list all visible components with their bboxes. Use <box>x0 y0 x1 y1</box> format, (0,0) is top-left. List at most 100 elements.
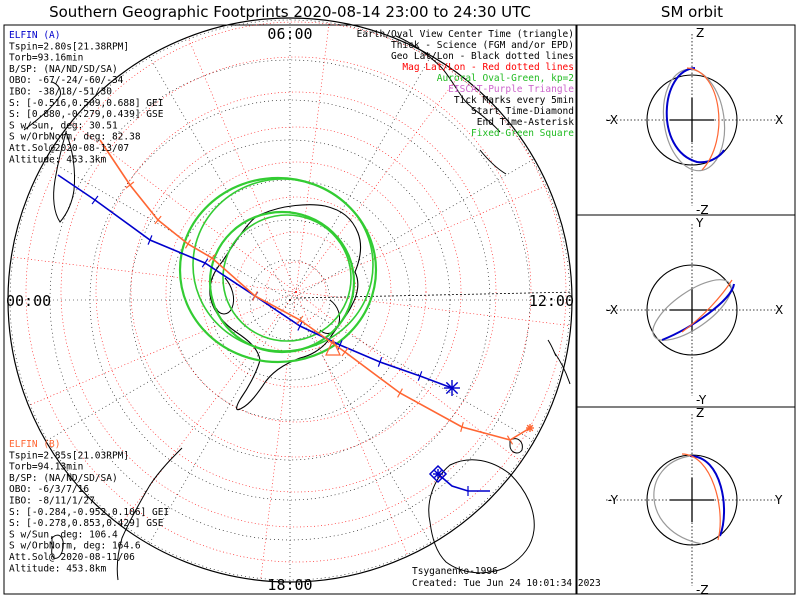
clock-label-right: 12:00 <box>529 292 574 310</box>
orbit-trace-elfin-b <box>686 67 720 171</box>
geo-meridian <box>38 154 291 301</box>
elfin-b-header: ELFIN (B) <box>9 439 60 450</box>
geo-meridian <box>289 299 542 446</box>
elfin-a-info-line: OBO: -67/-24/-60/-34 <box>9 75 124 86</box>
elfin-a-tick <box>147 235 153 245</box>
elfin-a-info-line: Att.Sol@2020-08-13/07 <box>9 143 129 154</box>
elfin-a-info-line: S: [-0.516,0.509,0.688] GEI <box>9 98 163 109</box>
legend-entry: Earth/Oval View Center Time (triangle) <box>357 29 574 40</box>
elfin-a-track <box>57 174 453 389</box>
elfin-a-info-line: Tspin=2.80s[21.38RPM] <box>9 41 129 52</box>
elfin-b-tick <box>184 239 192 249</box>
legend-entry: EISCAT-Purple Triangle <box>448 84 574 95</box>
australia-coastline <box>428 459 535 574</box>
mag-latitude-circle <box>235 231 357 353</box>
elfin-b-tick <box>397 388 403 398</box>
figure-title: Southern Geographic Footprints 2020-08-1… <box>49 3 531 21</box>
orbit-panels: Z -Z -X X Y -Y -X X Z -Z -Y Y <box>606 26 783 597</box>
orbit-panel: Y -Y -X X <box>606 216 783 407</box>
elfin-b-info-line: IBO: -8/11/1/27 <box>9 496 95 507</box>
orbit-trace-elfin-a <box>665 67 725 164</box>
elfin-a-info-line: S: [0.880,-0.279,0.439] GSE <box>9 109 164 120</box>
mag-meridian <box>40 99 297 293</box>
map-panel-border <box>3 24 577 595</box>
legend-entry: End Time-Asterisk <box>477 117 575 128</box>
legend: Earth/Oval View Center Time (triangle)Th… <box>357 29 575 139</box>
elfin-b-info: ELFIN (B) Tspin=2.85s[21.03RPM]Torb=94.1… <box>9 439 169 574</box>
elfin-b-tick <box>341 347 349 357</box>
mag-latitude-circle <box>130 126 462 458</box>
mag-latitude-circle <box>25 21 567 563</box>
geo-meridian <box>289 48 436 301</box>
elfin-b-tick <box>208 253 216 263</box>
elfin-b-info-line: Altitude: 453.8km <box>9 563 107 574</box>
map-boundary-circle <box>7 17 573 583</box>
mag-meridian <box>170 18 297 293</box>
legend-entry: Geo Lat/Lon - Black dotted lines <box>391 51 574 62</box>
elfin-b-info-line: S: [-0.284,-0.952,0.106] GEI <box>9 507 169 518</box>
madagascar <box>51 534 64 559</box>
orbit-axis-label-left: -X <box>606 113 618 127</box>
orbit-trace-gray <box>653 455 703 545</box>
mag-latitude-circle <box>165 161 427 423</box>
clock-label-top: 06:00 <box>267 25 312 43</box>
orbit-axis-label-right: X <box>775 303 783 317</box>
elfin-b-tick <box>252 291 258 301</box>
elfin-a-info-line: Altitude: 453.3km <box>9 154 107 165</box>
elfin-b-tick <box>460 422 464 432</box>
orbit-panel-yz-border <box>576 406 796 595</box>
geo-meridian <box>289 154 542 301</box>
elfin-a-end-asterisk <box>444 380 460 396</box>
elfin-b-tick <box>506 435 514 445</box>
mag-latitude-circle <box>200 196 392 388</box>
mag-meridian <box>295 291 422 582</box>
geo-meridian <box>289 299 436 552</box>
elfin-b-info-line: Att.Sol@ 2020-08-11/06 <box>9 552 135 563</box>
mag-latitude-circle <box>60 56 532 528</box>
clock-label-bottom: 18:00 <box>267 576 312 594</box>
weddell-sea-coast <box>215 277 235 315</box>
geo-meridian <box>38 299 291 446</box>
tasmania <box>509 438 523 454</box>
polar-map: 06:00 00:00 12:00 18:00 <box>6 17 574 594</box>
orbit-trace-elfin-a <box>661 283 735 341</box>
geo-meridian <box>144 48 291 301</box>
mag-meridian <box>295 291 572 332</box>
elfin-b-end-asterisk <box>526 424 534 432</box>
antarctica-coastline <box>209 204 362 411</box>
mag-latitude-circle <box>95 91 497 493</box>
legend-entry: Auroral Oval-Green, kp=2 <box>437 73 574 84</box>
elfin-b-info-line: S w/Sun, deg: 106.4 <box>9 529 118 540</box>
mag-meridian <box>295 18 336 293</box>
elfin-b-info-line: OBO: -6/3/7/16 <box>9 484 89 495</box>
elfin-a-info-line: B/SP: (NA/ND/SD/SA) <box>9 64 118 75</box>
orbit-title: SM orbit <box>661 3 723 21</box>
orbit-axis-label-top: Y <box>695 216 704 230</box>
legend-entry: Fixed-Green Square <box>471 128 574 139</box>
mag-meridian <box>8 252 297 293</box>
geo-grid <box>8 18 572 582</box>
elfin-b-info-line: S: [-0.278,0.853,0.429] GSE <box>9 518 164 529</box>
elfin-a-info-line: S w/OrbNorm, deg: 82.38 <box>9 132 141 143</box>
south-america-north <box>23 81 61 131</box>
legend-entry: Tick Marks every 5min <box>454 95 574 106</box>
elfin-a-tick <box>201 258 209 268</box>
orbit-axis-label-top: Z <box>696 26 704 40</box>
elfin-a-header: ELFIN (A) <box>9 30 60 41</box>
auroral-oval-ring <box>178 176 378 364</box>
legend-entry: Thick - Science (FGM and/or EPD) <box>391 40 574 51</box>
elfin-b-info-line: S w/OrbNorm, deg: 164.6 <box>9 541 141 552</box>
elfin-a-start-asterisk <box>433 469 443 479</box>
elfin-a-start-diamond <box>428 464 448 484</box>
orbit-panel: Z -Z -X X <box>606 26 783 217</box>
elfin-a-track-segment-2 <box>437 473 490 492</box>
orbit-trace-elfin-b <box>681 279 733 333</box>
elfin-a-info: ELFIN (A) Tspin=2.80s[21.38RPM]Torb=93.1… <box>9 30 164 165</box>
orbit-axis-label-left: -X <box>606 303 618 317</box>
view-center-triangle <box>325 338 341 356</box>
elfin-b-info-line: Tspin=2.85s[21.03RPM] <box>9 450 129 461</box>
elfin-a-tick <box>297 321 303 331</box>
mag-meridian <box>8 291 297 418</box>
elfin-a-tick <box>377 357 383 367</box>
